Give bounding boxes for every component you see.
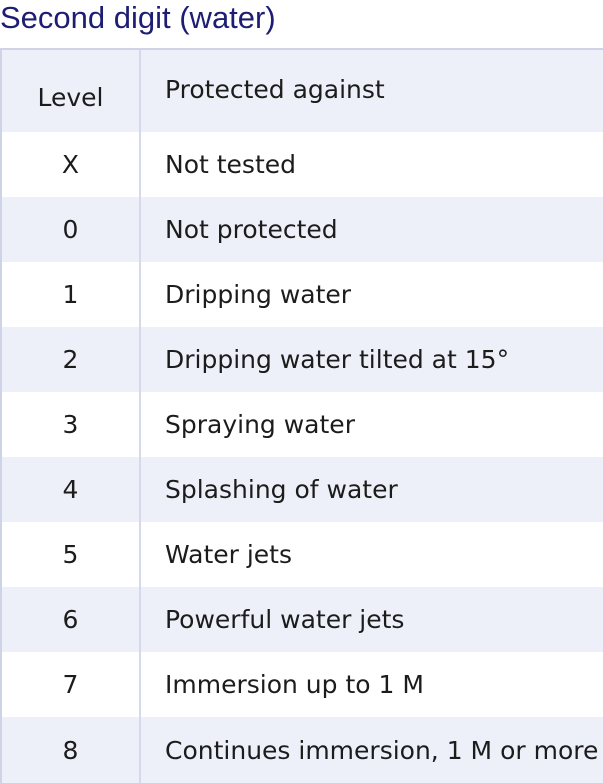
table-row: 6 Powerful water jets <box>2 587 603 652</box>
table-row: 0 Not protected <box>2 197 603 262</box>
protection-cell: Water jets <box>165 540 293 569</box>
table-row: 8 Continues immersion, 1 M or more <box>2 717 603 783</box>
ip-rating-table: Level Protected against X Not tested 0 N… <box>0 48 603 783</box>
level-cell: 8 <box>2 717 141 783</box>
level-cell: 3 <box>2 392 141 457</box>
table-row: 3 Spraying water <box>2 392 603 457</box>
level-cell: 6 <box>2 587 141 652</box>
table-row: X Not tested <box>2 132 603 197</box>
table-left-border <box>0 48 2 783</box>
level-cell: 7 <box>2 652 141 717</box>
column-header-level: Level <box>2 50 141 132</box>
page-title: Second digit (water) <box>0 0 276 35</box>
table-row: 5 Water jets <box>2 522 603 587</box>
protection-cell: Not protected <box>165 215 338 244</box>
protection-cell: Continues immersion, 1 M or more <box>165 735 599 765</box>
level-cell: X <box>2 132 141 197</box>
protection-cell: Spraying water <box>165 410 355 439</box>
table-row: 1 Dripping water <box>2 262 603 327</box>
level-cell: 4 <box>2 457 141 522</box>
protection-cell: Dripping water tilted at 15° <box>165 345 510 374</box>
level-cell: 5 <box>2 522 141 587</box>
protection-cell: Splashing of water <box>165 475 398 504</box>
table-top-border <box>0 48 603 50</box>
level-cell: 1 <box>2 262 141 327</box>
level-cell: 0 <box>2 197 141 262</box>
table-row: 4 Splashing of water <box>2 457 603 522</box>
level-cell: 2 <box>2 327 141 392</box>
column-header-protection: Protected against <box>165 74 385 104</box>
table-row: 2 Dripping water tilted at 15° <box>2 327 603 392</box>
protection-cell: Dripping water <box>165 280 352 309</box>
table-header-row: Level Protected against <box>2 50 603 132</box>
protection-cell: Not tested <box>165 150 297 179</box>
protection-cell: Powerful water jets <box>165 605 405 634</box>
table-row: 7 Immersion up to 1 M <box>2 652 603 717</box>
protection-cell: Immersion up to 1 M <box>165 670 424 699</box>
